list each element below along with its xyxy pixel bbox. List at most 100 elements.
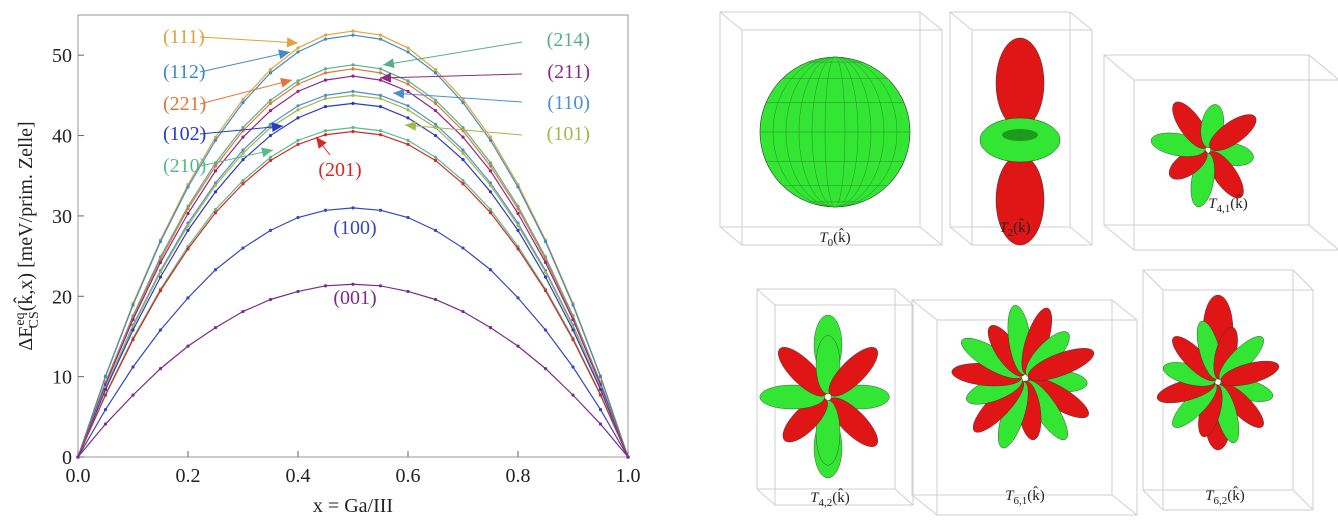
data-point [296, 50, 299, 53]
y-tick-label: 20 [52, 286, 72, 308]
y-axis-label: ΔEeqCS(k̂,x) [meV/prim. Zelle] [12, 121, 42, 350]
y-tick-label: 40 [52, 126, 72, 148]
data-point [131, 394, 134, 397]
data-point [599, 394, 602, 397]
data-point [571, 304, 574, 307]
data-point [406, 143, 409, 146]
data-point [269, 109, 272, 112]
data-point [241, 182, 244, 185]
data-point [571, 365, 574, 368]
data-point [296, 90, 299, 93]
series-label: (100) [333, 217, 376, 239]
data-point [159, 240, 162, 243]
series-label: (221) [163, 93, 206, 115]
data-point [599, 388, 602, 391]
data-point [571, 394, 574, 397]
data-point [461, 182, 464, 185]
data-point [296, 143, 299, 146]
data-point [214, 169, 217, 172]
data-point [186, 224, 189, 227]
panel-label: T0(k̂) [819, 228, 850, 249]
box-edge [1104, 55, 1134, 80]
torus-hole [1002, 129, 1038, 141]
data-point [186, 296, 189, 299]
data-point [434, 229, 437, 232]
x-tick-label: 0.6 [396, 465, 421, 487]
data-point [131, 338, 134, 341]
data-point [214, 208, 217, 211]
data-point [324, 33, 327, 36]
data-point [351, 102, 354, 105]
box-edge [1104, 225, 1134, 250]
box-edge [1143, 490, 1163, 510]
box-edge [720, 12, 742, 30]
panel-sub: 6,1 [1014, 495, 1028, 507]
series-line [78, 284, 628, 457]
panel-sub: 4,2 [819, 497, 833, 509]
data-point [269, 102, 272, 105]
data-point [379, 105, 382, 108]
data-point [186, 229, 189, 232]
data-point [296, 290, 299, 293]
data-point [159, 289, 162, 292]
data-point [131, 318, 134, 321]
data-point [76, 455, 79, 458]
box-edge [757, 289, 775, 305]
box-edge [1293, 490, 1313, 510]
data-point [516, 212, 519, 215]
box-edge [912, 495, 937, 515]
box-edge [920, 12, 942, 30]
box-edge [912, 300, 937, 320]
panel-label: T2(k̂) [999, 218, 1030, 239]
data-point [406, 116, 409, 119]
data-point [351, 33, 354, 36]
data-point [159, 367, 162, 370]
y-label-sup: eq [13, 312, 28, 325]
data-point [296, 46, 299, 49]
data-point [186, 247, 189, 250]
box-edge [895, 289, 913, 305]
data-point [379, 284, 382, 287]
data-point [379, 94, 382, 97]
data-point [324, 209, 327, 212]
data-point [434, 102, 437, 105]
data-point [379, 209, 382, 212]
data-point [131, 328, 134, 331]
data-point [434, 71, 437, 74]
data-point [406, 104, 409, 107]
data-point [131, 365, 134, 368]
data-point [269, 156, 272, 159]
data-point [131, 304, 134, 307]
box-edge [720, 227, 742, 245]
series-line [78, 65, 628, 457]
data-point [241, 246, 244, 249]
x-tick-label: 0.8 [506, 465, 531, 487]
data-point [241, 179, 244, 182]
data-point [104, 388, 107, 391]
data-point [544, 289, 547, 292]
data-point [379, 97, 382, 100]
data-point [434, 298, 437, 301]
data-point [324, 97, 327, 100]
box-edge [1309, 225, 1338, 250]
panel-arg: (k̂) [1013, 218, 1031, 236]
data-point [434, 99, 437, 102]
data-point [516, 344, 519, 347]
data-point [214, 139, 217, 142]
data-point [104, 375, 107, 378]
data-point [599, 408, 602, 411]
data-point [186, 207, 189, 210]
data-point [296, 83, 299, 86]
data-point [544, 261, 547, 264]
data-point [214, 184, 217, 187]
data-point [406, 83, 409, 86]
data-point [516, 247, 519, 250]
data-point [159, 275, 162, 278]
data-point [516, 229, 519, 232]
series-line [78, 35, 628, 457]
data-point [461, 246, 464, 249]
lobe [996, 38, 1044, 128]
data-point [379, 78, 382, 81]
data-point [626, 455, 629, 458]
box-edge [895, 489, 913, 505]
